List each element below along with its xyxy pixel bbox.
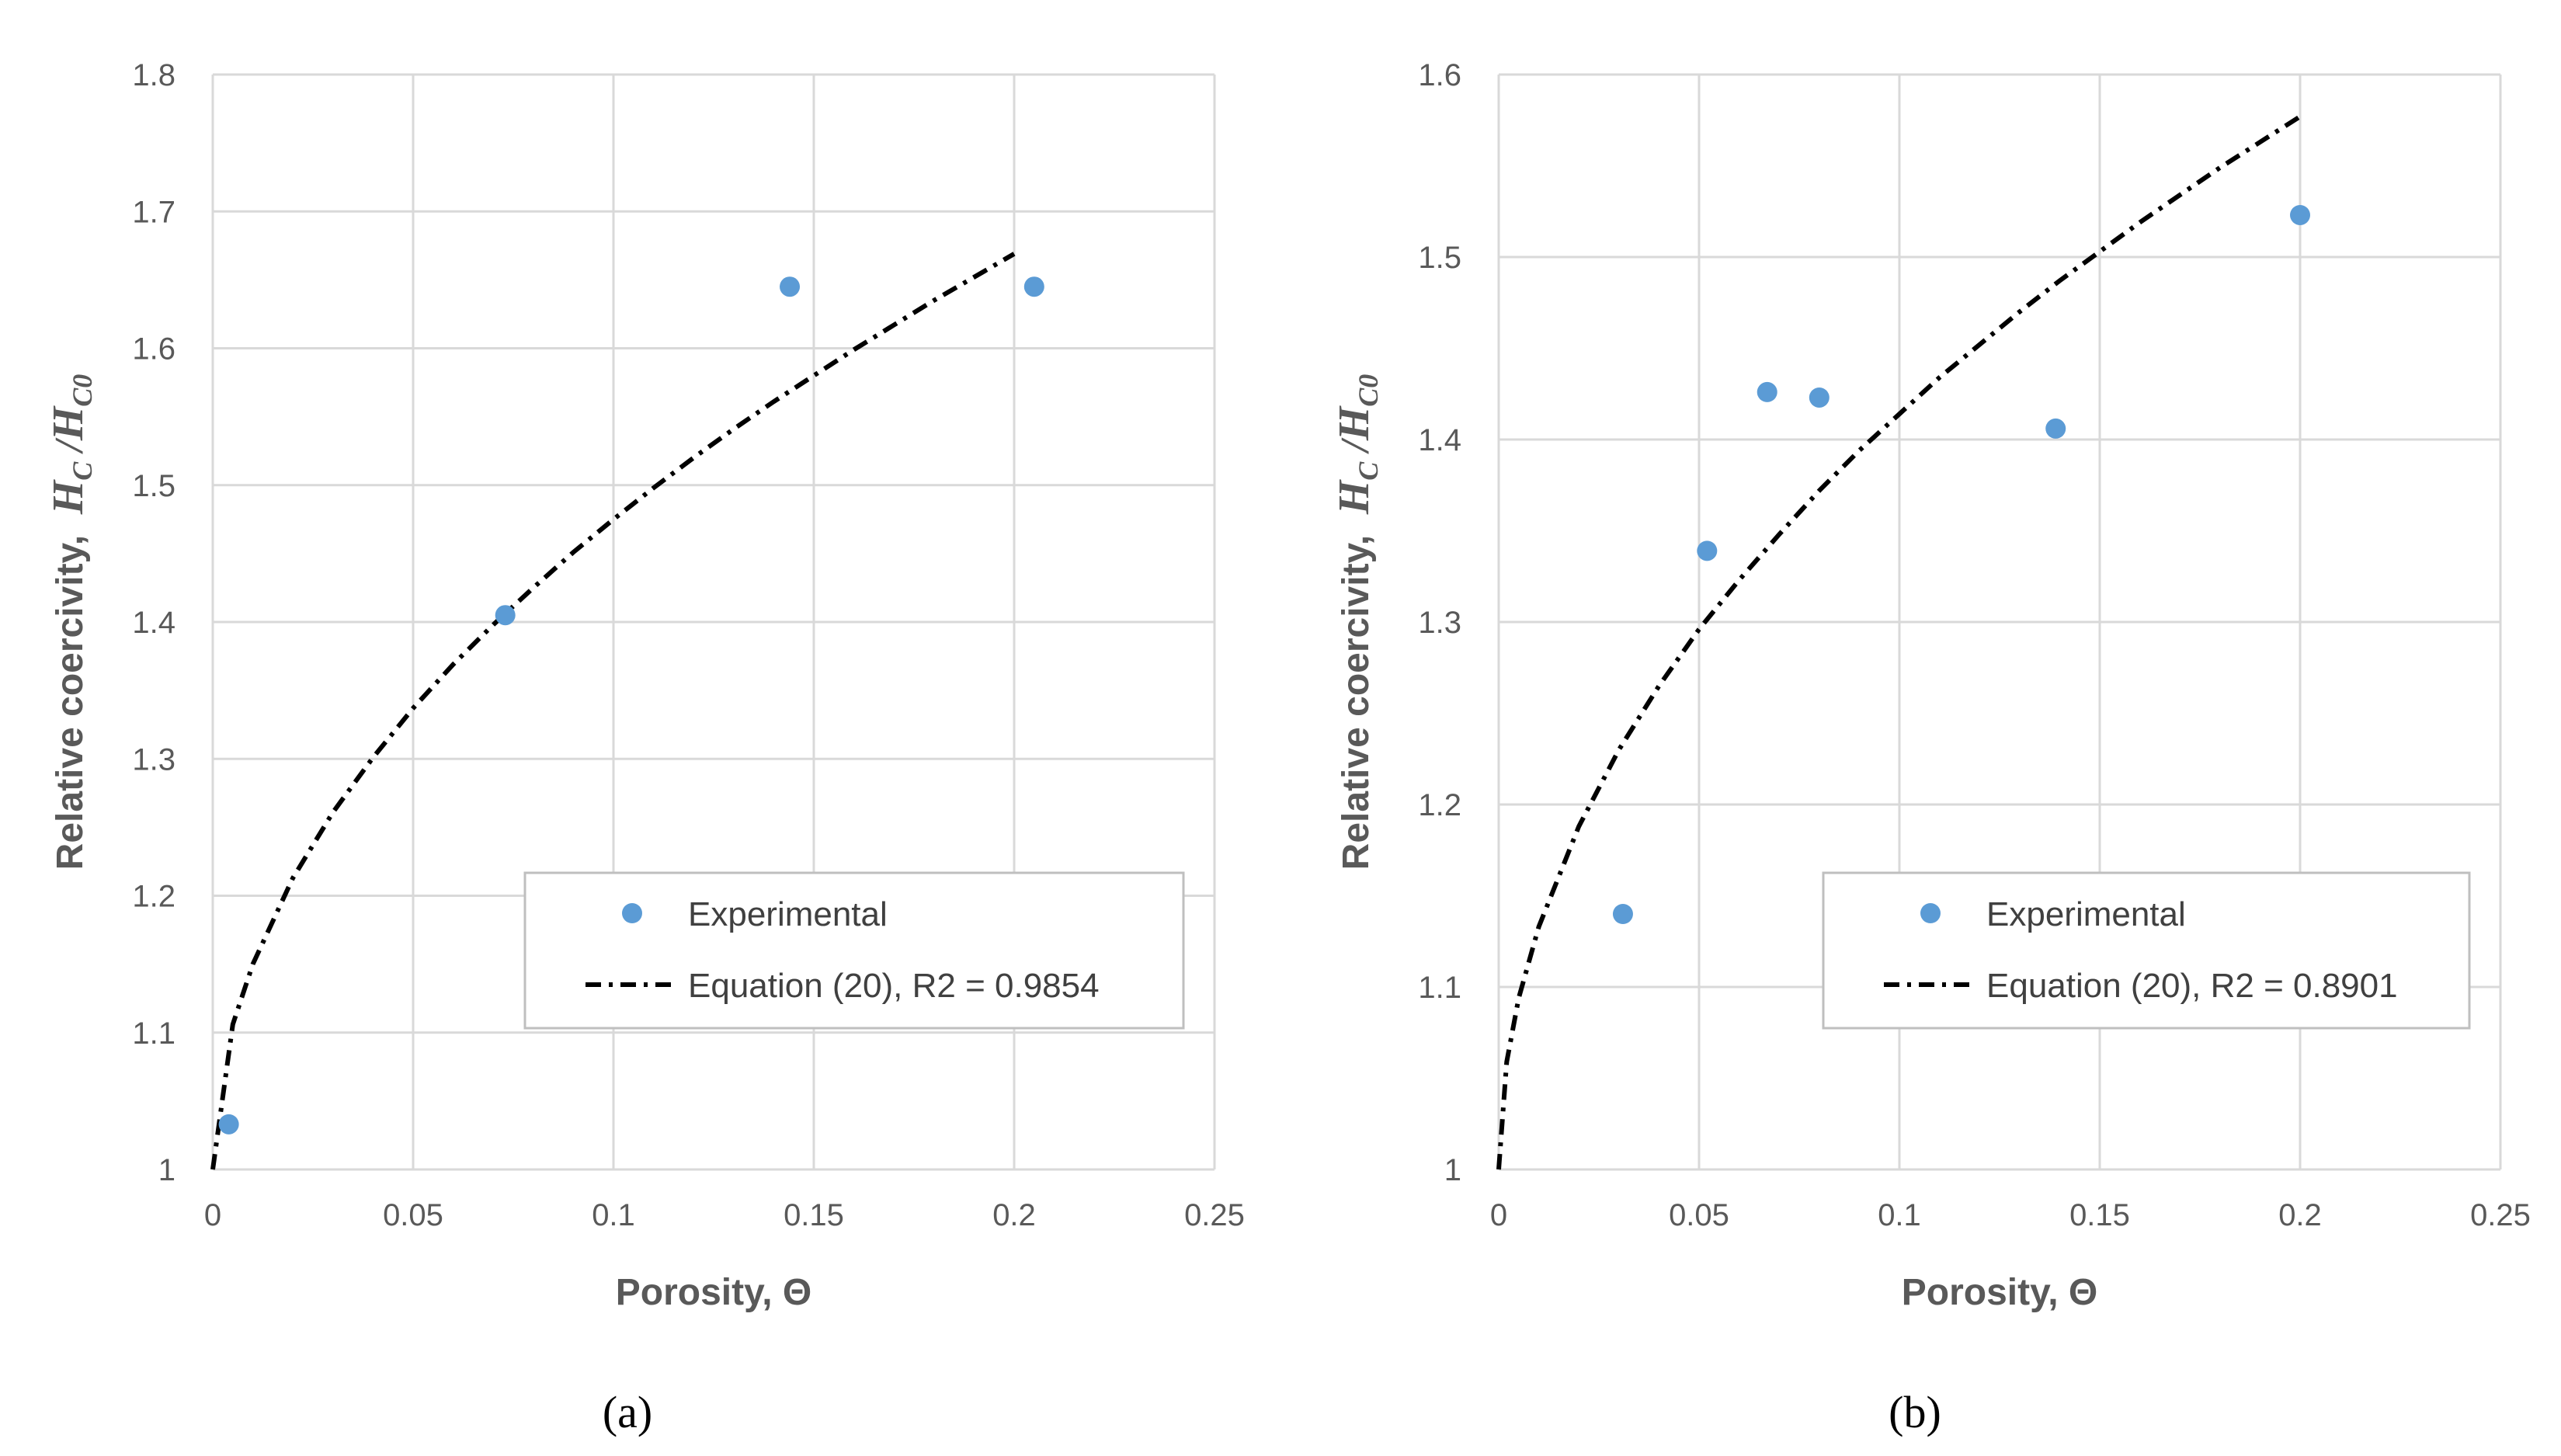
x-tick-label: 0.2: [2278, 1198, 2322, 1232]
data-point-experimental: [1697, 540, 1718, 561]
data-point-experimental: [1809, 387, 1830, 408]
series-line-equation: [210, 252, 1016, 1170]
x-tick-label: 0.1: [592, 1198, 635, 1232]
y-axis-separator: /: [1333, 437, 1378, 462]
panel-label: (a): [603, 1387, 652, 1437]
y-axis-title-text: Relative coercivity,: [1336, 514, 1377, 870]
x-tick-label: 0: [1490, 1198, 1507, 1232]
y-axis-subscript-c0: C0: [1353, 374, 1384, 407]
legend-label-experimental: Experimental: [688, 895, 888, 933]
chart-panel-a: 0 0.05 0.1 0.15 0.2 0.25 1 1.1 1.2 1.3 1.4 1.5 1.6 1.…: [44, 58, 1245, 1437]
x-tick-label: 0.15: [784, 1198, 844, 1232]
y-tick-label: 1.2: [1418, 788, 1461, 822]
series-line-equation: [1496, 114, 2302, 1170]
y-tick-label: 1.6: [132, 332, 175, 367]
x-tick-label: 0.15: [2069, 1198, 2130, 1232]
y-tick-label: 1.1: [132, 1016, 175, 1051]
y-tick-label: 1: [158, 1153, 175, 1187]
y-axis-subscript-c: C: [1353, 461, 1384, 481]
y-tick-label: 1.5: [1418, 241, 1461, 275]
data-point-experimental: [2045, 418, 2066, 439]
chart-panel-b: 0 0.05 0.1 0.15 0.2 0.25 1 1.1 1.2 1.3 1.4 1.5 1.6 Ex…: [1330, 58, 2531, 1437]
legend-marker-experimental: [622, 903, 642, 923]
y-axis-separator: /: [47, 437, 92, 462]
y-tick-label: 1.1: [1418, 971, 1461, 1005]
y-tick-label: 1.3: [132, 742, 175, 777]
y-axis-title: Relative coercivity, HC /HC0: [44, 374, 98, 870]
x-tick-label: 0.25: [1184, 1198, 1245, 1232]
y-tick-label: 1: [1444, 1153, 1461, 1187]
y-axis-symbol-h2: H: [1330, 405, 1378, 441]
legend-label-equation: Equation (20), R2 = 0.9854: [688, 967, 1100, 1005]
x-axis-title: Porosity, Θ: [1902, 1272, 2098, 1313]
legend-label-experimental: Experimental: [1986, 895, 2186, 933]
legend-box: [1822, 871, 2471, 1030]
data-point-experimental: [1612, 904, 1633, 924]
y-tick-label: 1.3: [1418, 606, 1461, 640]
y-tick-label: 1.8: [132, 58, 175, 92]
y-axis-subscript-c: C: [67, 461, 98, 481]
legend: Experimental Equation (20), R2 = 0.8901: [1822, 871, 2471, 1030]
y-axis-symbol-h: H: [44, 479, 92, 515]
x-tick-label: 0.2: [992, 1198, 1036, 1232]
data-point-experimental: [1757, 381, 1777, 402]
y-axis-title-text: Relative coercivity,: [50, 514, 91, 870]
legend-box: [523, 871, 1185, 1030]
y-axis-symbol-h: H: [1330, 479, 1378, 515]
y-axis-subscript-c0: C0: [67, 374, 98, 407]
legend-marker-experimental: [1920, 903, 1941, 923]
x-tick-label: 0.05: [383, 1198, 443, 1232]
x-tick-label: 0.25: [2470, 1198, 2531, 1232]
data-point-experimental: [218, 1114, 239, 1135]
data-point-experimental: [1023, 276, 1044, 297]
legend-label-equation: Equation (20), R2 = 0.8901: [1986, 967, 2398, 1005]
legend: Experimental Equation (20), R2 = 0.9854: [523, 871, 1185, 1030]
x-tick-label: 0: [204, 1198, 221, 1232]
y-tick-label: 1.4: [132, 606, 175, 640]
y-tick-label: 1.2: [132, 880, 175, 914]
x-tick-label: 0.05: [1669, 1198, 1729, 1232]
y-tick-label: 1.7: [132, 195, 175, 229]
data-point-experimental: [495, 605, 516, 626]
y-tick-label: 1.6: [1418, 58, 1461, 92]
x-tick-label: 0.1: [1878, 1198, 1921, 1232]
y-axis-title: Relative coercivity, HC /HC0: [1330, 374, 1384, 870]
data-point-experimental: [2290, 204, 2310, 225]
y-axis-symbol-h2: H: [44, 405, 92, 441]
x-axis-title: Porosity, Θ: [616, 1272, 812, 1313]
panel-label: (b): [1889, 1387, 1941, 1437]
y-tick-label: 1.5: [132, 469, 175, 503]
data-point-experimental: [780, 276, 801, 297]
y-tick-label: 1.4: [1418, 423, 1461, 457]
